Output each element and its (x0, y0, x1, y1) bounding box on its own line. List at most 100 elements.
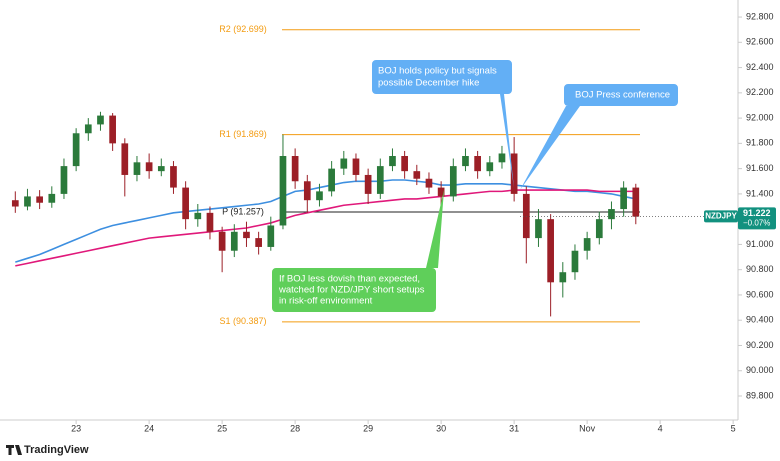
candle-body (462, 156, 469, 167)
candle-body (316, 191, 323, 201)
price-label: 91.222 (743, 208, 771, 218)
annotation-text: in risk-off environment (279, 296, 373, 307)
candle-body (510, 153, 518, 194)
candle-body (279, 156, 287, 226)
candle-body (608, 209, 615, 220)
candle-body (340, 158, 348, 169)
y-tick-label: 89.800 (746, 390, 774, 400)
candle-body (376, 166, 384, 194)
candle-body (194, 212, 202, 220)
change-label: −0.07% (743, 218, 770, 227)
y-tick-label: 92.000 (746, 112, 774, 122)
candle-body (328, 168, 335, 192)
candle-body (486, 162, 494, 172)
x-tick-label: 30 (436, 423, 446, 433)
candle-body (243, 231, 250, 239)
candle-body (571, 250, 579, 273)
candle-body (121, 143, 129, 175)
candle-body (24, 196, 31, 207)
price-tag (738, 207, 776, 230)
y-tick-label: 90.000 (746, 365, 774, 375)
x-tick-label: 25 (217, 423, 227, 433)
candle-body (218, 231, 226, 251)
moving-average (15, 189, 636, 267)
callout-box (520, 84, 678, 190)
candle-body (535, 219, 542, 239)
candle-body (255, 238, 262, 247)
candle-body (291, 156, 299, 182)
annotation-text: BOJ holds policy but signals (378, 66, 497, 77)
candle-body (413, 171, 421, 179)
candle-body (84, 124, 92, 134)
candle-body (72, 133, 80, 167)
candle-body (425, 178, 433, 188)
level-label: R1 (91.869) (219, 129, 267, 139)
candle-body (352, 158, 360, 175)
candle-body (267, 225, 275, 247)
candle-body (437, 187, 445, 197)
x-tick-label: 23 (71, 423, 81, 433)
candle-body (182, 187, 189, 220)
x-tick-label: 29 (363, 423, 373, 433)
x-tick-label: 28 (290, 423, 300, 433)
annotation: BOJ holds policy but signals possible De… (372, 60, 514, 188)
callout-box (272, 190, 444, 312)
x-tick-label: 5 (731, 423, 736, 433)
candle-body (401, 156, 408, 172)
candle-body (632, 187, 640, 217)
candle-body (36, 196, 43, 203)
symbol-tag (704, 210, 738, 223)
candle-body (11, 200, 19, 207)
y-tick-label: 91.000 (746, 239, 774, 249)
annotation-text: possible December hike (378, 78, 479, 89)
annotation: BOJ Press conference (520, 84, 678, 190)
candle-body (474, 156, 481, 172)
x-tick-label: 4 (658, 423, 663, 433)
y-tick-label: 90.800 (746, 264, 774, 274)
level-label: R2 (92.699) (219, 24, 267, 34)
callout-box (372, 60, 514, 188)
candle-body (145, 162, 153, 172)
x-tick-label: 24 (144, 423, 154, 433)
candle-body (547, 219, 554, 283)
y-tick-label: 92.800 (746, 11, 774, 21)
x-tick-label: Nov (579, 423, 596, 433)
candle-body (620, 187, 627, 210)
candle-body (97, 115, 104, 125)
candle-body (583, 238, 591, 251)
candle-body (498, 153, 506, 163)
logo: TradingView (6, 444, 89, 456)
candle-body (170, 166, 177, 188)
y-tick-label: 91.400 (746, 188, 774, 198)
candle-body (133, 162, 141, 175)
annotation-text: BOJ Press conference (575, 90, 670, 101)
y-tick-label: 92.400 (746, 62, 774, 72)
plot-area: 89.800 90.000 90.200 90.400 90.600 90.800 91.0… (11, 11, 774, 433)
y-tick-label: 90.400 (746, 315, 774, 325)
moving-average (15, 179, 636, 263)
candle-body (595, 219, 603, 239)
y-tick-label: 90.200 (746, 340, 774, 350)
candle-body (230, 231, 238, 251)
candle-body (157, 166, 165, 172)
candle-body (559, 272, 567, 283)
source: TradingView (24, 444, 89, 456)
candle-body (109, 115, 116, 144)
y-tick-label: 92.600 (746, 37, 774, 47)
level-label: S1 (90.387) (219, 316, 266, 326)
level-label: P (91.257) (222, 206, 264, 216)
y-tick-label: 90.600 (746, 289, 774, 299)
y-tick-label: 92.200 (746, 87, 774, 97)
logo-icon (6, 445, 22, 455)
candle-body (206, 212, 214, 232)
annotation-text: watched for NZD/JPY short setups (278, 285, 425, 296)
symbol-label: NZDJPY (705, 211, 737, 220)
y-tick-label: 91.600 (746, 163, 774, 173)
annotation-text: If BOJ less dovish than expected, (279, 274, 420, 285)
x-tick-label: 31 (509, 423, 519, 433)
annotation: If BOJ less dovish than expected, watche… (272, 190, 444, 312)
candle-body (389, 156, 396, 167)
candle-body (303, 181, 311, 201)
candle-body (364, 174, 372, 194)
candle-body (60, 166, 68, 194)
